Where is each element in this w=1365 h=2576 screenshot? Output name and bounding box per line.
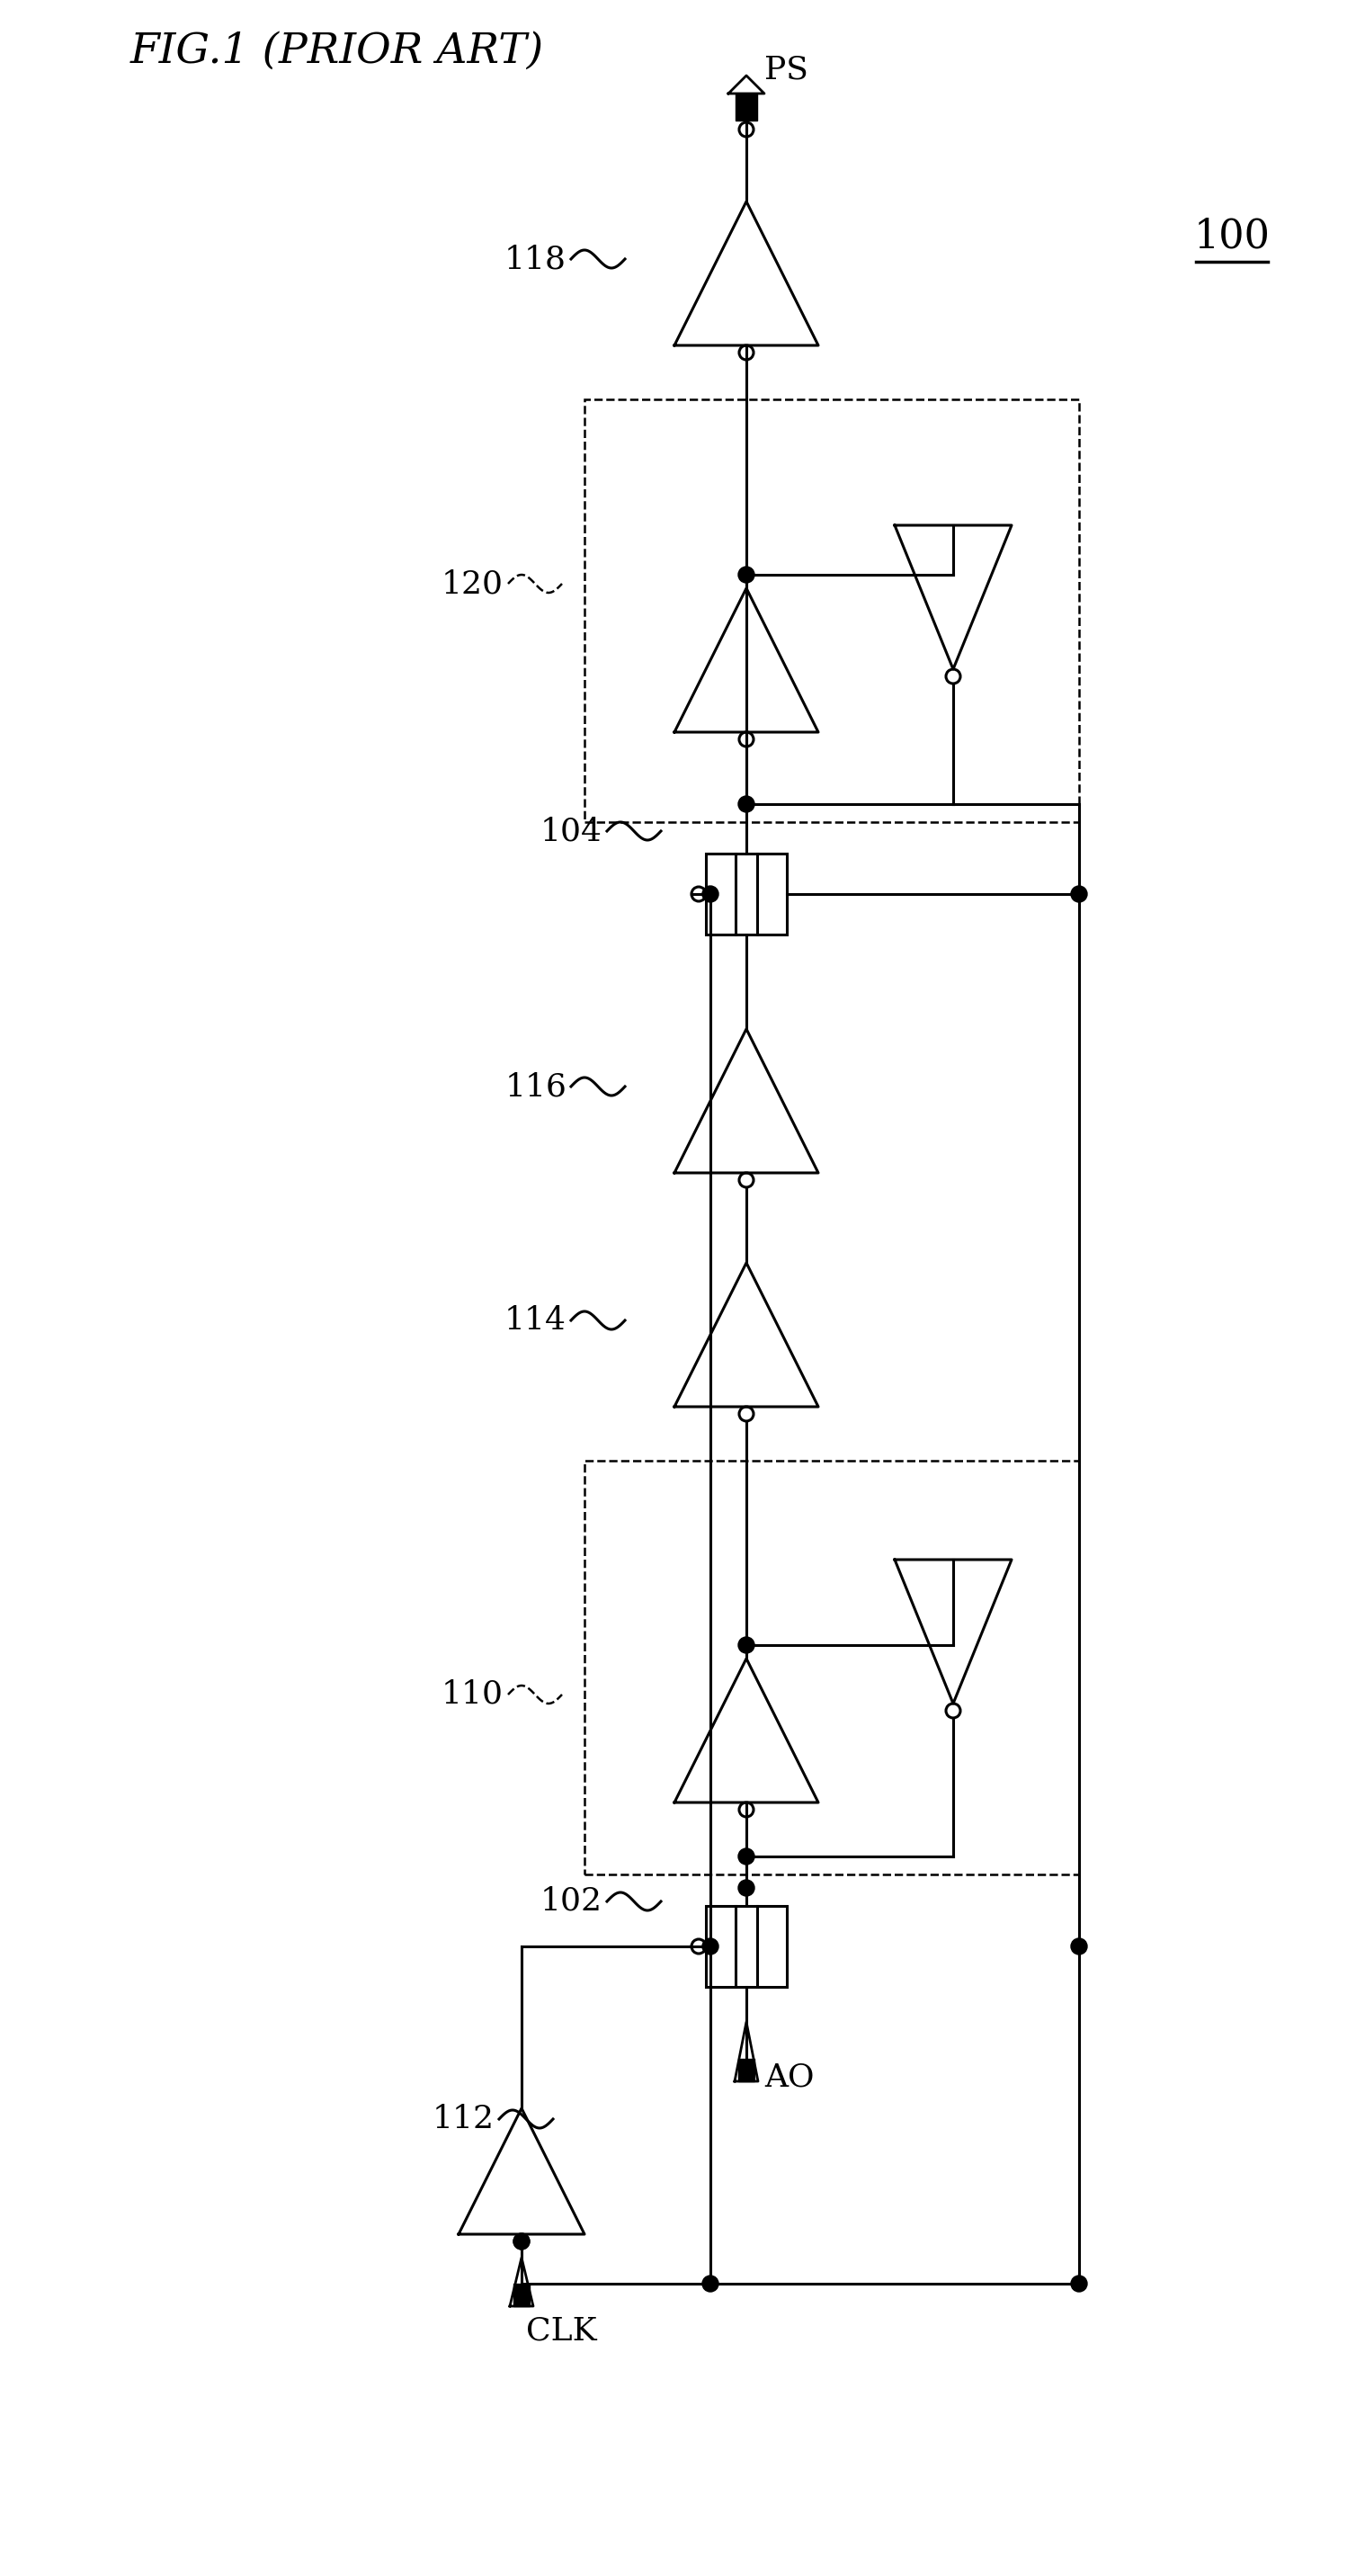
Circle shape bbox=[513, 2233, 530, 2249]
Bar bbox=[738, 2058, 753, 2081]
Text: 114: 114 bbox=[505, 1306, 566, 1337]
Text: CLK: CLK bbox=[526, 2316, 597, 2347]
Bar bbox=[736, 93, 758, 121]
Text: 120: 120 bbox=[441, 569, 504, 600]
Text: 100: 100 bbox=[1194, 216, 1271, 255]
Circle shape bbox=[702, 1937, 718, 1955]
Text: 102: 102 bbox=[541, 1886, 602, 1917]
Circle shape bbox=[738, 1880, 755, 1896]
Circle shape bbox=[702, 886, 718, 902]
Text: 104: 104 bbox=[541, 817, 602, 848]
Text: 112: 112 bbox=[433, 2105, 494, 2136]
Bar bbox=[706, 853, 786, 935]
Circle shape bbox=[1072, 1937, 1087, 1955]
Circle shape bbox=[738, 796, 755, 811]
Circle shape bbox=[1072, 2275, 1087, 2293]
Text: 116: 116 bbox=[505, 1072, 566, 1103]
Circle shape bbox=[738, 1850, 755, 1865]
Text: FIG.1 (PRIOR ART): FIG.1 (PRIOR ART) bbox=[131, 31, 545, 72]
Bar bbox=[584, 399, 1080, 822]
Text: 118: 118 bbox=[505, 245, 566, 273]
Text: 110: 110 bbox=[441, 1680, 504, 1710]
Bar bbox=[584, 1461, 1080, 1875]
Circle shape bbox=[738, 1636, 755, 1654]
Bar bbox=[513, 2285, 530, 2306]
Circle shape bbox=[702, 2275, 718, 2293]
Circle shape bbox=[1072, 886, 1087, 902]
Text: PS: PS bbox=[764, 54, 808, 85]
Bar bbox=[706, 1906, 786, 1986]
Text: AO: AO bbox=[764, 2061, 815, 2092]
Circle shape bbox=[738, 567, 755, 582]
